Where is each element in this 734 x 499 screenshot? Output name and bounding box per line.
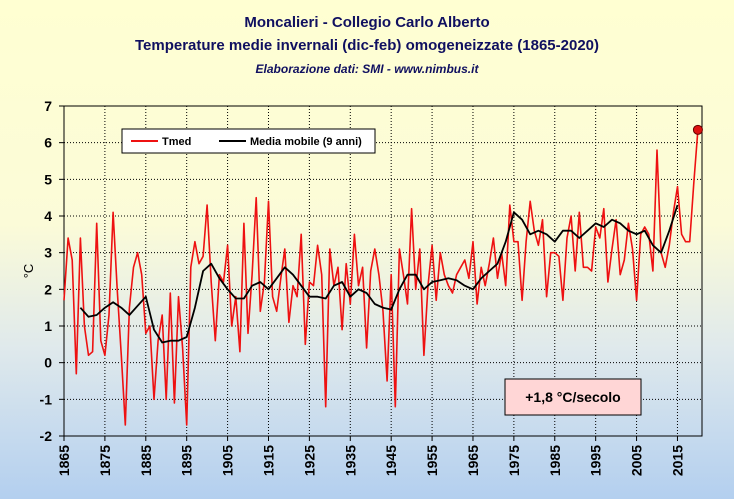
y-tick-label: 3 [44,245,52,261]
last-point-marker [692,124,703,135]
source-note: Elaborazione dati: SMI - www.nimbus.it [255,62,479,76]
y-tick-label: -1 [40,391,53,407]
series-line-tmed [63,129,699,426]
x-tick-label: 1985 [547,445,563,476]
y-axis-label: °C [21,264,36,279]
y-tick-label: 7 [44,98,52,114]
y-tick-label: 0 [44,355,52,371]
y-tick-label: -2 [40,428,53,444]
x-tick-label: 2005 [629,445,645,476]
trend-label: +1,8 °C/secolo [525,389,620,405]
x-tick-label: 1975 [506,445,522,476]
x-tick-label: 1945 [383,445,399,476]
y-tick-label: 5 [44,171,52,187]
x-tick-label: 1925 [301,445,317,476]
x-tick-label: 1935 [342,445,358,476]
y-tick-label: 2 [44,281,52,297]
series-line-moving-average [79,204,679,344]
chart-subtitle: Temperature medie invernali (dic-feb) om… [134,37,600,54]
x-tick-label: 1885 [138,445,154,476]
y-tick-label: 6 [44,135,52,151]
legend-box [121,128,376,154]
x-tick-label: 1955 [424,445,440,476]
legend-label-tmed: Tmed [162,136,191,148]
x-tick-label: 1965 [465,445,481,476]
x-tick-label: 1875 [97,445,113,476]
x-tick-label: 1895 [179,445,195,476]
plot-frame [63,105,703,437]
x-tick-label: 1915 [260,445,276,476]
x-tick-label: 2015 [669,445,685,476]
y-tick-label: 4 [44,208,52,224]
legend-label-moving-average: Media mobile (9 anni) [250,136,362,148]
chart-title: Moncalieri - Collegio Carlo Alberto [244,14,490,31]
x-tick-label: 1865 [56,445,72,476]
trend-box [504,378,642,416]
y-tick-label: 1 [44,318,52,334]
x-tick-label: 1995 [588,445,604,476]
x-tick-label: 1905 [220,445,236,476]
